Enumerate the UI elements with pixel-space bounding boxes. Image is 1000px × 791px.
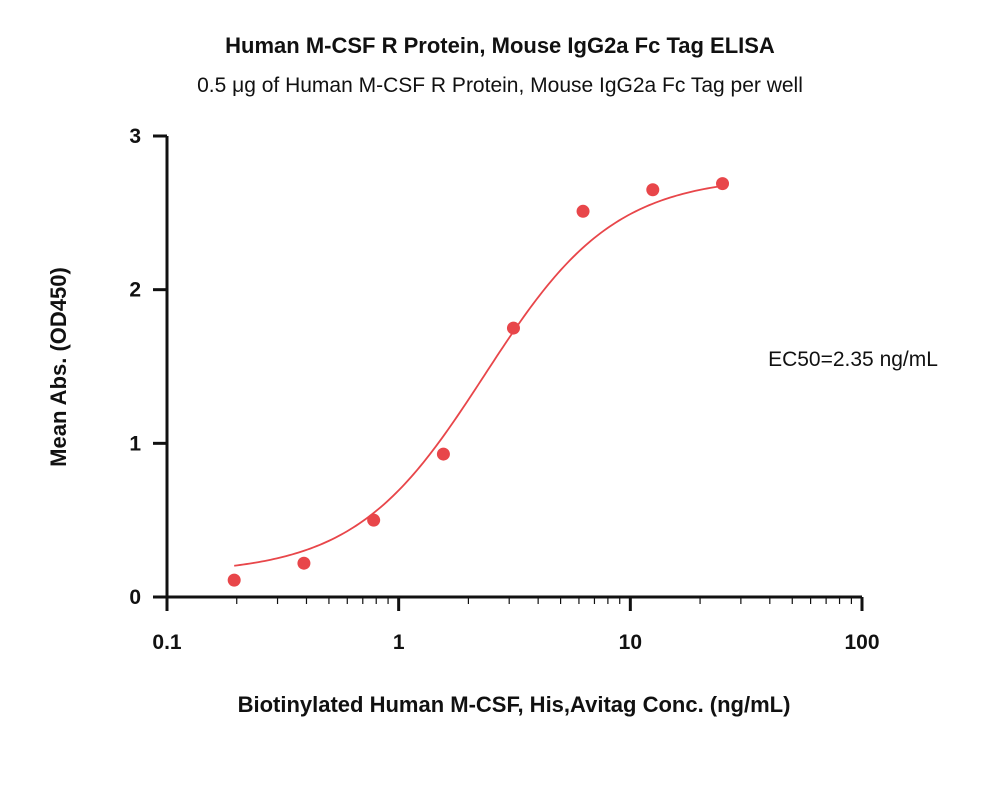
data-point bbox=[506, 321, 520, 335]
data-point bbox=[297, 556, 311, 570]
ticks: 0.1 1 10 100 0 1 2 3 bbox=[129, 125, 879, 654]
data-point bbox=[436, 447, 450, 461]
data-point bbox=[227, 573, 241, 587]
data-point bbox=[576, 204, 590, 218]
data-point bbox=[367, 513, 381, 527]
data-point bbox=[646, 183, 660, 197]
x-axis-title: Biotinylated Human M-CSF, His,Avitag Con… bbox=[238, 692, 791, 717]
y-tick-label: 3 bbox=[129, 125, 141, 148]
y-tick-label: 2 bbox=[129, 279, 141, 302]
x-tick-label: 0.1 bbox=[152, 631, 182, 654]
ec50-annotation: EC50=2.35 ng/mL bbox=[768, 348, 938, 371]
chart-subtitle: 0.5 μg of Human M-CSF R Protein, Mouse I… bbox=[197, 74, 803, 97]
x-tick-label: 100 bbox=[844, 631, 879, 654]
chart-title: Human M-CSF R Protein, Mouse IgG2a Fc Ta… bbox=[225, 33, 775, 58]
axes bbox=[165, 136, 862, 599]
data-points bbox=[227, 177, 730, 587]
y-tick-label: 0 bbox=[129, 586, 141, 609]
y-axis-title: Mean Abs. (OD450) bbox=[46, 267, 71, 467]
fit-curve bbox=[234, 185, 723, 567]
x-tick-label: 10 bbox=[619, 631, 642, 654]
data-point bbox=[716, 177, 730, 191]
y-tick-label: 1 bbox=[129, 432, 141, 455]
x-tick-label: 1 bbox=[393, 631, 405, 654]
